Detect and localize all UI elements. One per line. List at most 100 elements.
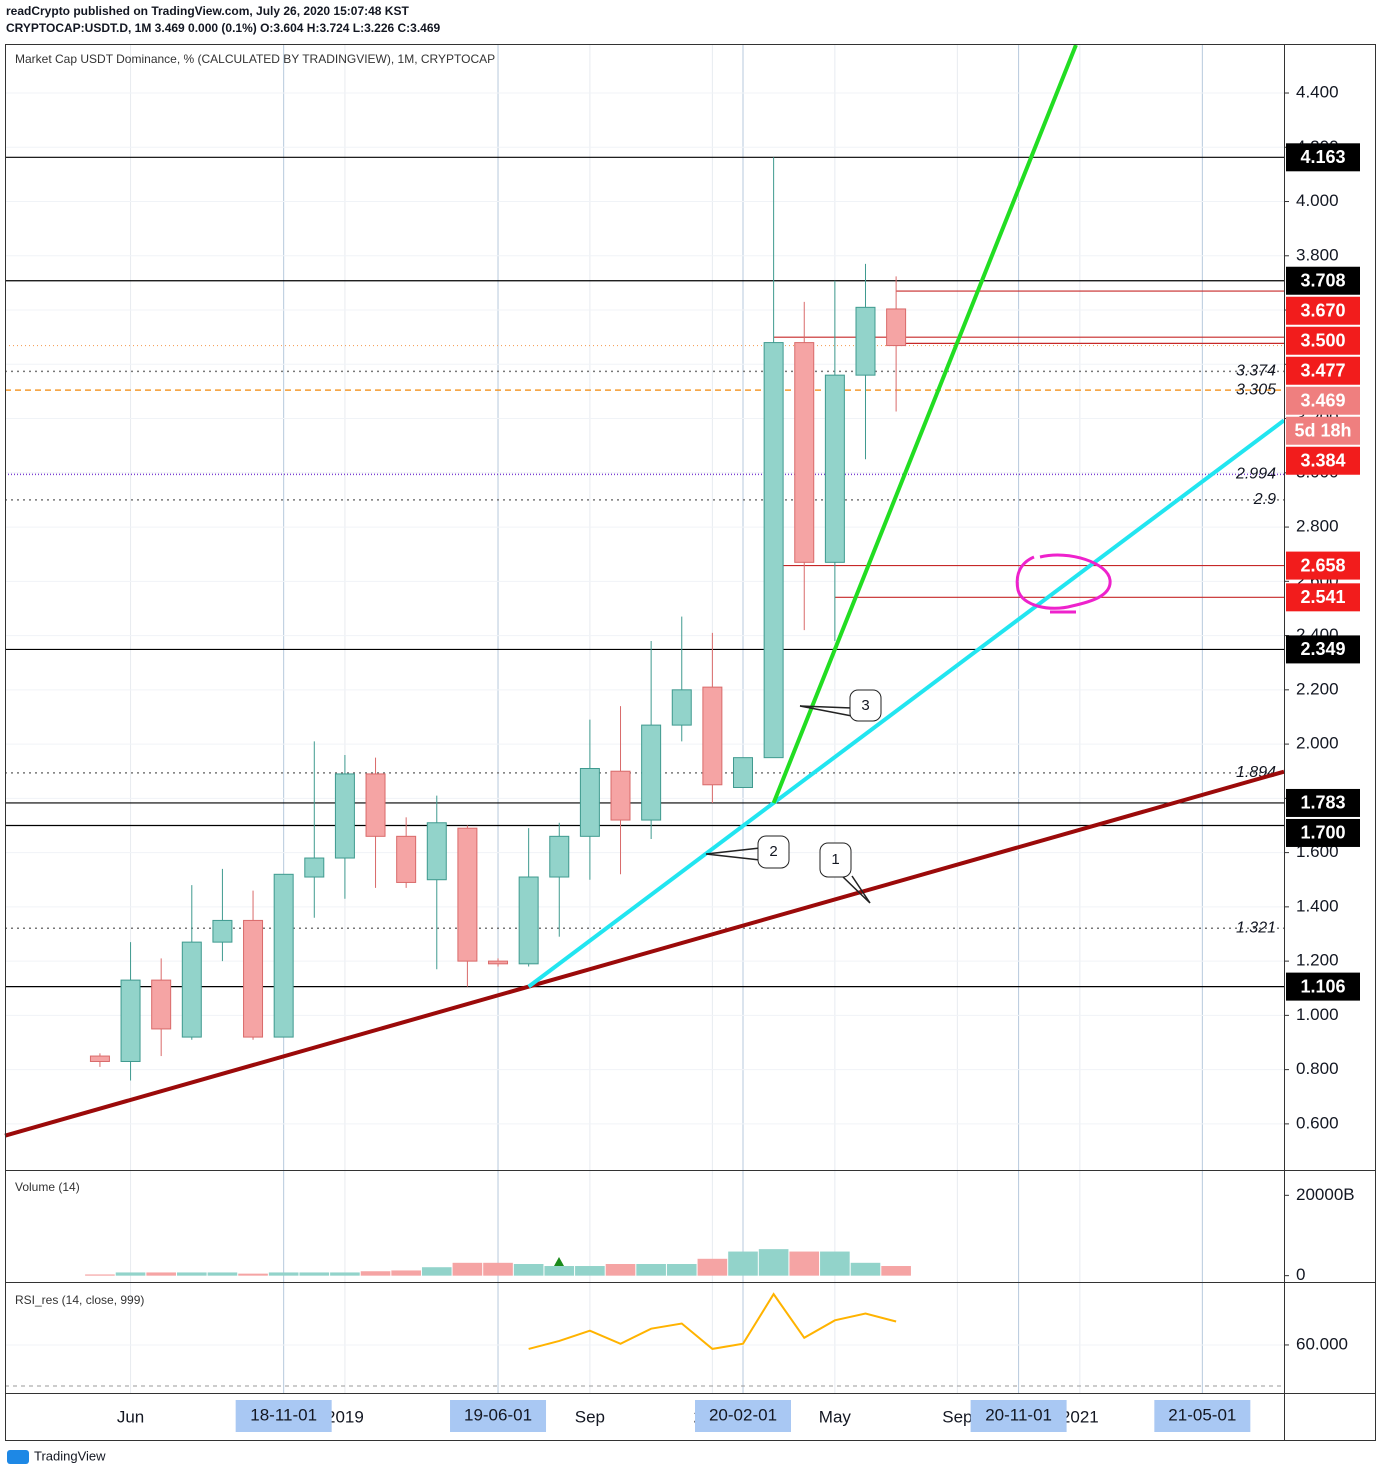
volume-bar (238, 1273, 268, 1276)
price-tag (1286, 266, 1360, 295)
candle-body (549, 835, 570, 878)
volume-bar (330, 1272, 360, 1276)
rsi-title: RSI_res (14, close, 999) (15, 1293, 144, 1307)
candle-body (855, 306, 876, 376)
volume-bar (697, 1258, 728, 1276)
candle-body (824, 374, 845, 563)
price-tag (1286, 356, 1360, 385)
y-tick-label: 1.400 (1296, 896, 1339, 915)
volume-bar (544, 1266, 575, 1276)
y-tick-label: 60.000 (1296, 1334, 1348, 1353)
price-tag-label: 5d 18h (1294, 420, 1351, 440)
x-tick-label: 2019 (326, 1407, 364, 1426)
volume-bar (115, 1272, 146, 1276)
trendlines (4, 44, 1286, 1138)
date-marker-label: 20-11-01 (985, 1405, 1052, 1424)
volume-bar (176, 1272, 207, 1276)
level-label: 3.374 (1236, 363, 1276, 380)
price-tag (1286, 818, 1360, 847)
candle-body (426, 822, 447, 881)
volume-bar (636, 1264, 666, 1276)
volume-bar (85, 1274, 115, 1276)
trendline (4, 769, 1285, 1138)
y-tick-label: 0.800 (1296, 1059, 1339, 1078)
price-tag-label: 4.163 (1300, 147, 1345, 167)
candle-body (488, 960, 509, 965)
price-tag-label: 3.500 (1300, 330, 1345, 350)
candle-body (151, 979, 172, 1030)
volume-bar (789, 1251, 820, 1276)
volume-bar (391, 1270, 421, 1276)
volume-bar (421, 1267, 452, 1276)
volume-bar (452, 1262, 483, 1276)
candle-body (334, 773, 355, 859)
volume-bar (758, 1249, 789, 1276)
volume-bar (666, 1264, 697, 1276)
x-tick-label: Sep (942, 1407, 972, 1426)
y-tick-label: 1.000 (1296, 1005, 1339, 1024)
price-tag-label: 2.349 (1300, 639, 1345, 659)
volume-bar (483, 1262, 513, 1276)
callout-box (819, 842, 852, 878)
price-tag (1286, 296, 1360, 325)
price-tag-label: 3.469 (1300, 390, 1345, 410)
price-tag (1286, 143, 1360, 172)
candle-body (518, 876, 539, 965)
candle-body (273, 873, 294, 1038)
y-tick-label: 4.400 (1296, 83, 1339, 102)
price-tag-label: 3.384 (1300, 450, 1345, 470)
price-tag-label: 1.783 (1300, 793, 1345, 813)
candle-body (120, 979, 141, 1062)
price-tag-label: 3.708 (1300, 270, 1345, 290)
candle-body (763, 342, 784, 759)
date-marker-box (970, 1400, 1067, 1432)
volume-bar (575, 1266, 605, 1276)
volume-bar (299, 1272, 330, 1276)
price-tag (1286, 972, 1360, 1001)
level-label: 1.321 (1236, 920, 1276, 937)
candle-body (89, 1055, 110, 1062)
callout-pointer (799, 705, 853, 717)
volume-title: Volume (14) (15, 1180, 80, 1194)
price-tag-label: 3.477 (1300, 360, 1345, 380)
candle-body (181, 941, 202, 1038)
price-tag-label: 1.700 (1300, 823, 1345, 843)
volume-bar (850, 1262, 881, 1276)
price-tag-label: 2.658 (1300, 555, 1345, 575)
price-tag (1286, 446, 1360, 475)
price-tags: 4.163 3.708 3.670 3.500 3.477 3.469 5d 18h 3.38… (1286, 143, 1360, 1001)
candle-body (886, 308, 907, 347)
candle-body (794, 342, 815, 563)
date-marker-label: 21-05-01 (1168, 1405, 1236, 1424)
trendline (527, 418, 1286, 989)
price-tag (1286, 416, 1360, 445)
price-tag-label: 1.106 (1300, 976, 1345, 996)
price-tag (1286, 551, 1360, 580)
callout-pointer (841, 875, 871, 904)
candle-body (365, 773, 386, 837)
chart-title: Market Cap USDT Dominance, % (CALCULATED… (15, 52, 495, 66)
price-tag (1286, 788, 1360, 817)
candle-body (579, 768, 600, 837)
date-marker-label: 19-06-01 (464, 1405, 532, 1424)
y-tick-label: 2.000 (1296, 734, 1339, 753)
symbol-line: CRYPTOCAP:USDT.D, 1M 3.469 0.000 (0.1%) … (6, 21, 441, 35)
date-marker-box (450, 1400, 547, 1432)
callout-box (757, 835, 790, 869)
rsi-line (528, 1292, 897, 1350)
volume-bar (728, 1251, 758, 1276)
callout-label: 3 (861, 697, 869, 714)
volume-bar (207, 1272, 238, 1276)
callout-pointer (705, 847, 761, 861)
price-tag-label: 2.541 (1300, 587, 1345, 607)
x-tick-label: Sep (575, 1407, 605, 1426)
volume-bar (360, 1271, 391, 1276)
price-tag-label: 3.670 (1300, 300, 1345, 320)
y-tick-label: 0 (1296, 1265, 1305, 1284)
x-tick-label: 2021 (1061, 1407, 1099, 1426)
volume-bar (605, 1264, 636, 1276)
price-tag (1286, 386, 1360, 415)
volume-bar (268, 1272, 299, 1276)
